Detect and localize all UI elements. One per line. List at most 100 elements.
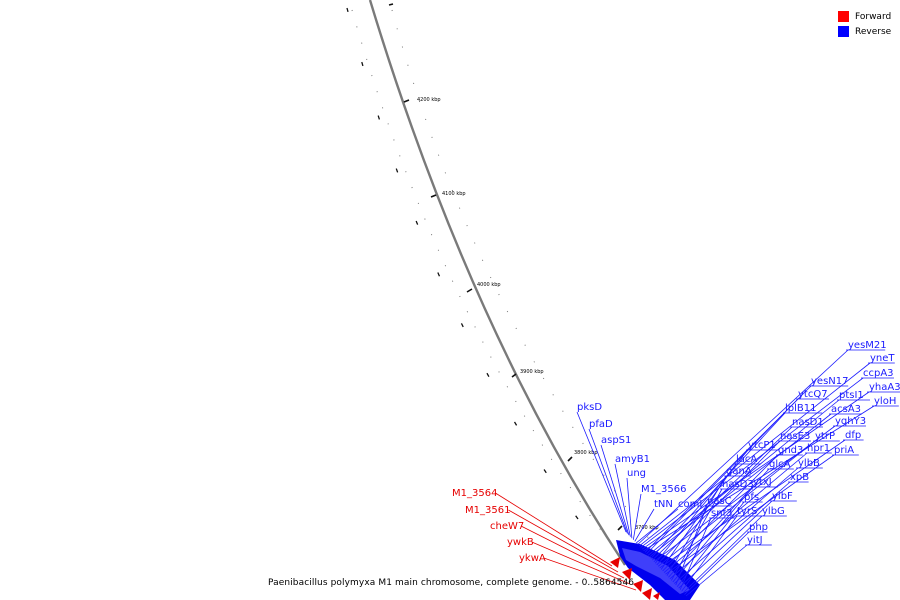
gene-label-reverse: ganA	[726, 466, 752, 477]
connector-line	[576, 411, 627, 533]
connector-line	[632, 493, 642, 540]
gene-label-reverse: acsA3	[831, 404, 861, 415]
connector-line	[634, 508, 655, 542]
gene-label-reverse: ytrP	[815, 431, 835, 442]
gene-label-reverse: nasC	[707, 496, 732, 507]
connector-line	[626, 477, 633, 539]
tick-labels: 4200 kbp 4100 kbp 4000 kbp 3900 kbp 3800…	[417, 97, 659, 531]
connector-line	[653, 425, 836, 562]
connector-line	[614, 463, 631, 537]
forward-connectors	[495, 492, 637, 591]
gene-label-reverse: yneT	[870, 353, 895, 364]
connector-line	[588, 428, 628, 534]
legend-label: Reverse	[855, 26, 892, 37]
connector-line	[674, 481, 791, 584]
outer-dot-ring	[391, 9, 651, 541]
tick-label: 4100 kbp	[442, 191, 466, 197]
major-ticks	[388, 3, 623, 531]
connector-line	[684, 531, 750, 595]
gene-label-reverse: nasE3	[780, 431, 810, 442]
gene-label-reverse: yloH	[874, 396, 896, 407]
tick-label: 4200 kbp	[417, 97, 441, 103]
tick-label: 3900 kbp	[520, 369, 544, 375]
legend: Forward Reverse	[838, 9, 891, 39]
gene-label-reverse: dfp	[845, 430, 861, 441]
forward-swatch	[838, 11, 849, 22]
gene-label-reverse: glcA	[769, 459, 791, 470]
gene-label-reverse: M1_3566	[641, 484, 686, 495]
gene-label-reverse: yitJ	[747, 535, 763, 546]
forward-gene-labels: M1_3564 M1_3561 cheW7 ywkB ykwA	[452, 488, 546, 564]
connector-line	[665, 454, 835, 575]
tick-label: 3800 kbp	[574, 450, 598, 456]
connector-line	[672, 486, 754, 583]
connector-line	[508, 509, 619, 573]
gene-label-reverse: ylbB	[798, 458, 820, 469]
gene-label-reverse: ytcQ7	[798, 389, 828, 400]
gene-label-reverse: ytxJ	[753, 477, 772, 488]
reverse-swatch	[838, 26, 849, 37]
gene-label-reverse: pfs	[744, 492, 759, 503]
inner-dot-ring	[351, 9, 613, 546]
gene-label-reverse: ptsI1	[839, 390, 864, 401]
connector-line	[685, 544, 748, 597]
connector-line	[675, 505, 708, 586]
legend-item-reverse: Reverse	[838, 24, 891, 39]
connector-line	[531, 541, 631, 585]
gene-label-reverse: tNN	[654, 499, 673, 510]
gene-label-reverse: hpr1	[807, 443, 830, 454]
connector-line	[638, 362, 871, 547]
gene-label-reverse: xpB	[790, 472, 809, 483]
gene-label-forward: ywkB	[507, 537, 534, 548]
gene-label-reverse: pksD	[577, 402, 602, 413]
gene-label-reverse: tyrS	[737, 506, 757, 517]
gene-label-reverse: pfaD	[589, 419, 613, 430]
connector-line	[600, 444, 630, 536]
gene-label-reverse: lplB11	[785, 403, 817, 414]
gene-label-reverse: ccpA3	[863, 368, 894, 379]
gene-label-reverse: priA	[834, 445, 854, 456]
gene-label-reverse: gnd3	[778, 445, 803, 456]
connector-line	[637, 349, 849, 545]
connector-line	[635, 508, 679, 544]
tick-label: 4000 kbp	[477, 282, 501, 288]
gene-label-reverse: yhaA3	[869, 382, 900, 393]
gene-label-forward: ykwA	[519, 553, 546, 564]
connector-line	[495, 492, 613, 567]
reverse-gene-labels: pksD pfaD aspS1 amyB1 ung M1_3566 tNN comI yesM2…	[577, 340, 900, 546]
gene-label-reverse: nasD1	[792, 417, 824, 428]
tick-label: 3700 kbp	[635, 525, 659, 531]
forward-feature-blocks	[610, 557, 660, 600]
gene-label-forward: cheW7	[490, 521, 524, 532]
gene-label-reverse: ylbF	[772, 491, 793, 502]
connector-line	[650, 412, 786, 559]
backbone-arc	[368, 0, 627, 566]
connector-line	[656, 440, 781, 566]
connector-line	[666, 475, 727, 576]
gene-label-reverse: lacA	[736, 454, 757, 465]
connector-line	[520, 525, 625, 579]
connector-line	[676, 501, 745, 587]
gene-label-reverse: nasD3	[722, 479, 754, 490]
gene-label-reverse: ylbG	[762, 506, 785, 517]
connector-line	[682, 515, 763, 594]
gene-label-reverse: yesN17	[811, 376, 849, 387]
connector-line	[641, 391, 870, 550]
connector-line	[679, 517, 712, 590]
gene-label-reverse: php	[749, 522, 768, 533]
connector-line	[646, 398, 799, 555]
genome-caption: Paenibacillus polymyxa M1 main chromosom…	[268, 578, 635, 588]
inner-tick-ring	[346, 7, 606, 556]
connector-line	[543, 557, 637, 591]
gene-label-reverse: aspS1	[601, 435, 631, 446]
connector-line	[643, 405, 875, 552]
gene-label-forward: M1_3561	[465, 505, 510, 516]
gene-label-reverse: ytcP1	[748, 440, 776, 451]
gene-label-reverse: comI	[678, 499, 702, 510]
connector-line	[662, 454, 779, 572]
legend-item-forward: Forward	[838, 9, 891, 24]
reverse-connectors	[576, 349, 900, 597]
legend-label: Forward	[855, 11, 892, 22]
gene-label-reverse: snf3	[711, 508, 732, 519]
